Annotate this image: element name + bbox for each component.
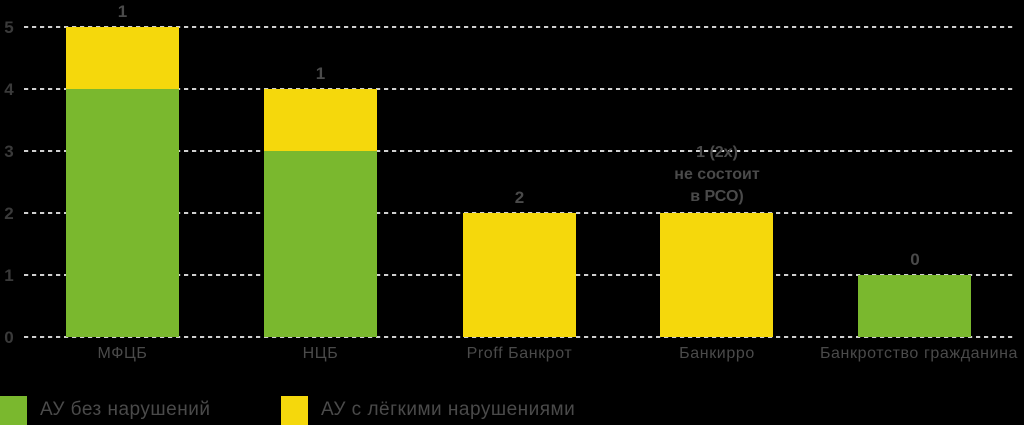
- svg-text:АУ без нарушений: АУ без нарушений: [40, 399, 210, 420]
- svg-text:1: 1: [118, 2, 127, 21]
- svg-text:МФЦБ: МФЦБ: [97, 345, 147, 362]
- svg-text:в РСО): в РСО): [690, 188, 743, 205]
- svg-text:2: 2: [4, 204, 13, 223]
- svg-text:5: 5: [4, 18, 13, 37]
- svg-text:Банкротство гражданина: Банкротство гражданина: [820, 345, 1018, 362]
- svg-text:1: 1: [4, 266, 13, 285]
- svg-text:АУ с лёгкими нарушениями: АУ с лёгкими нарушениями: [321, 399, 575, 420]
- svg-text:Proff Банкрот: Proff Банкрот: [467, 345, 573, 362]
- svg-text:0: 0: [910, 250, 919, 269]
- svg-text:0: 0: [4, 328, 13, 347]
- svg-text:1: 1: [316, 64, 325, 83]
- svg-text:2: 2: [515, 188, 524, 207]
- svg-text:4: 4: [4, 80, 14, 99]
- svg-text:3: 3: [4, 142, 13, 161]
- svg-text:1 (2х): 1 (2х): [696, 144, 738, 161]
- svg-text:Банкирро: Банкирро: [679, 345, 755, 362]
- svg-text:не состоит: не состоит: [674, 166, 760, 183]
- svg-text:НЦБ: НЦБ: [303, 345, 339, 362]
